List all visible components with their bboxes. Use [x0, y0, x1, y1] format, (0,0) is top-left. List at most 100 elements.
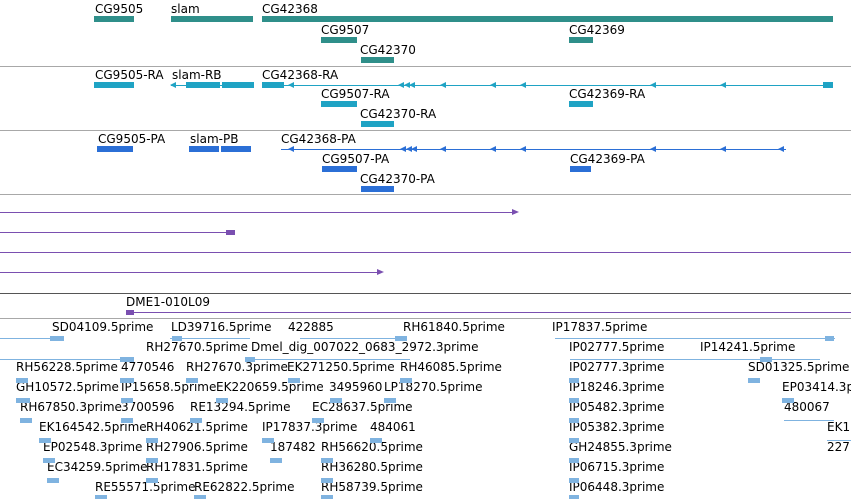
est-feature[interactable]: [748, 378, 760, 383]
est-label[interactable]: IP02777.3prime: [569, 360, 665, 374]
est-feature[interactable]: [190, 418, 202, 423]
est-label[interactable]: LP18270.5prime: [384, 380, 483, 394]
gene-feature[interactable]: [361, 57, 394, 63]
cds-feature[interactable]: [189, 146, 219, 152]
est-feature[interactable]: [782, 398, 794, 403]
est-feature[interactable]: [120, 378, 134, 383]
gene-feature[interactable]: [262, 16, 833, 22]
est-label[interactable]: 3495960: [329, 380, 383, 394]
est-label[interactable]: RH27670.5prime: [146, 340, 248, 354]
mrna-label[interactable]: CG42368-RA: [262, 68, 339, 82]
est-feature[interactable]: [569, 495, 579, 499]
cds-feature[interactable]: [570, 166, 591, 172]
est-feature[interactable]: [20, 418, 32, 423]
alignment-line[interactable]: [0, 272, 377, 273]
est-label[interactable]: EP03414.3prime: [782, 380, 851, 394]
mrna-label[interactable]: CG9505-RA: [95, 68, 164, 82]
est-label[interactable]: IP17837.3prime: [262, 420, 358, 434]
est-label[interactable]: RH27670.3prime: [186, 360, 288, 374]
est-label[interactable]: RH61840.5prime: [403, 320, 505, 334]
est-label[interactable]: IP15658.5prime: [121, 380, 217, 394]
mrna-label[interactable]: slam-RB: [172, 68, 222, 82]
est-feature[interactable]: [312, 418, 324, 423]
est-feature[interactable]: [50, 336, 64, 341]
cds-feature[interactable]: [361, 186, 394, 192]
gene-label[interactable]: CG9507: [321, 23, 370, 37]
est-label[interactable]: RH36280.5prime: [321, 460, 423, 474]
est-label[interactable]: 4770546: [121, 360, 175, 374]
est-label[interactable]: 227: [827, 440, 850, 454]
est-feature[interactable]: [146, 458, 158, 463]
est-label[interactable]: RH67850.3prime: [20, 400, 122, 414]
cds-feature[interactable]: [322, 166, 357, 172]
est-feature[interactable]: [270, 458, 282, 463]
est-feature[interactable]: [569, 478, 579, 483]
est-label[interactable]: IP02777.5prime: [569, 340, 665, 354]
est-feature[interactable]: [120, 357, 134, 362]
est-feature[interactable]: [825, 336, 834, 341]
est-feature[interactable]: [121, 418, 133, 423]
est-feature[interactable]: [172, 336, 182, 341]
est-label[interactable]: GH24855.3prime: [569, 440, 672, 454]
gene-label[interactable]: CG42368: [262, 2, 318, 16]
mrna-feature[interactable]: [94, 82, 134, 88]
est-label[interactable]: 480067: [784, 400, 830, 414]
cds-label[interactable]: slam-PB: [190, 132, 239, 146]
est-label[interactable]: IP14241.5prime: [700, 340, 796, 354]
est-label[interactable]: RE55571.5prime: [95, 480, 196, 494]
est-label[interactable]: RH40621.5prime: [146, 420, 248, 434]
mrna-feature[interactable]: [222, 82, 254, 88]
est-label[interactable]: 187482: [270, 440, 316, 454]
est-label[interactable]: EK271250.5prime: [287, 360, 395, 374]
est-feature[interactable]: [569, 458, 579, 463]
est-label[interactable]: IP17837.5prime: [552, 320, 648, 334]
est-feature[interactable]: [395, 336, 407, 341]
est-feature[interactable]: [400, 378, 412, 383]
gene-label[interactable]: CG9505: [95, 2, 144, 16]
cds-feature[interactable]: [221, 146, 251, 152]
est-feature[interactable]: [569, 418, 579, 423]
alignment-line[interactable]: [0, 293, 851, 294]
est-feature[interactable]: [760, 357, 772, 362]
est-label[interactable]: IP05482.3prime: [569, 400, 665, 414]
est-feature[interactable]: [95, 495, 107, 499]
est-label[interactable]: Dmel_dig_007022_0683_2972.3prime: [251, 340, 479, 354]
est-feature[interactable]: [288, 378, 300, 383]
est-feature[interactable]: [121, 398, 133, 403]
cds-label[interactable]: CG42369-PA: [570, 152, 645, 166]
est-feature[interactable]: [569, 378, 579, 383]
mrna-feature[interactable]: [823, 82, 833, 88]
est-feature[interactable]: [16, 398, 30, 403]
est-feature[interactable]: [245, 357, 255, 362]
cds-label[interactable]: CG9507-PA: [322, 152, 390, 166]
est-label[interactable]: EK220659.5prime: [216, 380, 324, 394]
est-label[interactable]: GH10572.5prime: [16, 380, 119, 394]
est-label[interactable]: EC34259.5prime: [47, 460, 148, 474]
clone-label[interactable]: DME1-010L09: [126, 295, 210, 309]
est-feature[interactable]: [321, 458, 333, 463]
est-label[interactable]: IP18246.3prime: [569, 380, 665, 394]
est-label[interactable]: SD01325.5prime: [748, 360, 850, 374]
est-feature[interactable]: [321, 478, 333, 483]
est-label[interactable]: RH27906.5prime: [146, 440, 248, 454]
est-label[interactable]: 484061: [370, 420, 416, 434]
est-label[interactable]: RE13294.5prime: [190, 400, 291, 414]
mrna-feature[interactable]: [262, 82, 284, 88]
est-label[interactable]: EP02548.3prime: [43, 440, 143, 454]
cds-label[interactable]: CG9505-PA: [98, 132, 166, 146]
est-label[interactable]: RH17831.5prime: [146, 460, 248, 474]
est-label[interactable]: 3700596: [121, 400, 175, 414]
cds-label[interactable]: CG42370-PA: [360, 172, 435, 186]
est-feature[interactable]: [47, 478, 59, 483]
est-feature[interactable]: [569, 438, 579, 443]
est-feature[interactable]: [146, 438, 158, 443]
cds-feature[interactable]: [97, 146, 133, 152]
est-label[interactable]: EK164542.5prime: [39, 420, 147, 434]
est-label[interactable]: RH56620.5prime: [321, 440, 423, 454]
gene-label[interactable]: CG42370: [360, 43, 416, 57]
est-label[interactable]: RE62822.5prime: [194, 480, 295, 494]
gene-feature[interactable]: [171, 16, 253, 22]
gene-feature[interactable]: [321, 37, 357, 43]
est-feature[interactable]: [370, 438, 382, 443]
est-feature[interactable]: [39, 438, 51, 443]
